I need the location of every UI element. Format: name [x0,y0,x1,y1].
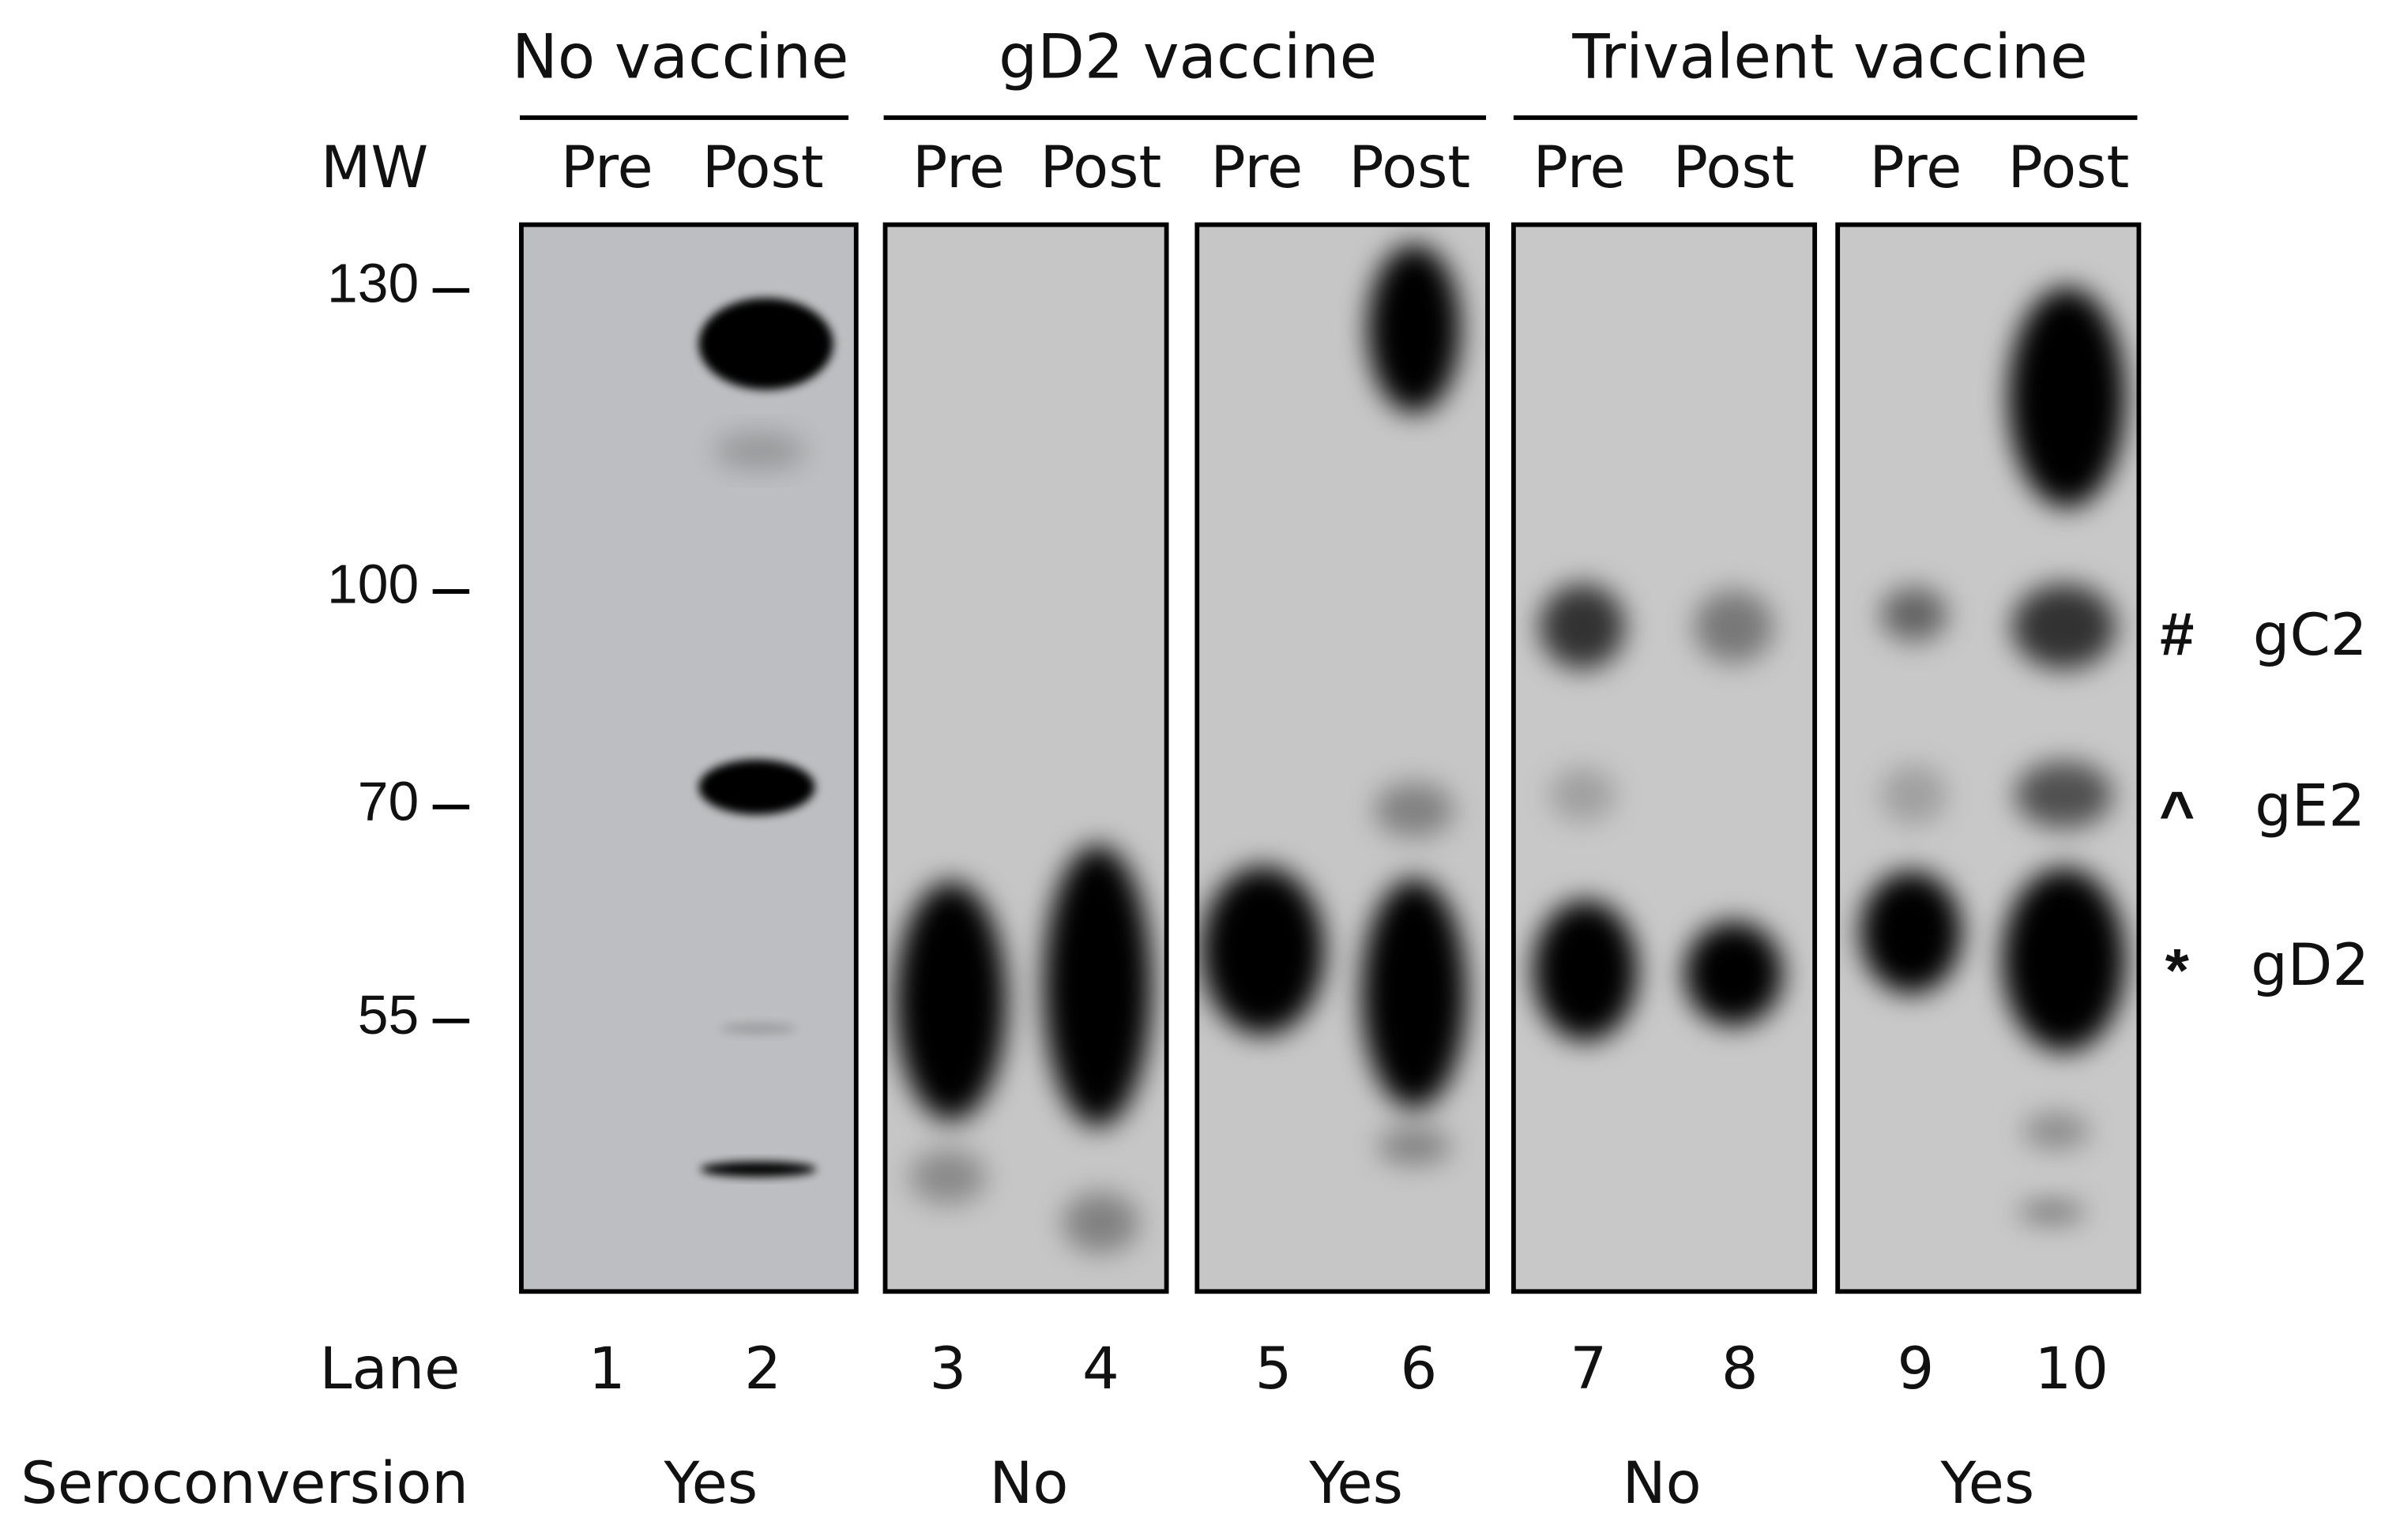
lane-number: 8 [1721,1335,1759,1403]
group-label: gD2 vaccine [999,21,1377,92]
timepoint: Pre [561,134,653,201]
seroconversion-value: Yes [1939,1450,2034,1517]
annotation-label: gD2 [2251,932,2369,999]
lane-number: 1 [589,1335,626,1403]
mw-marker: 55 [358,984,419,1046]
timepoint: Post [1349,134,1470,201]
mw-marker: 70 [358,770,419,832]
lane-number: 2 [744,1335,781,1403]
timepoint: Pre [1869,134,1962,201]
lane-number: 9 [1897,1335,1934,1403]
seroconversion-value: No [989,1450,1068,1517]
timepoint: Pre [1210,134,1303,201]
lane-number: 5 [1255,1335,1292,1403]
lane-row-label: Lane [320,1335,461,1403]
timepoint: Post [1673,134,1795,201]
lane-number: 6 [1401,1335,1438,1403]
annotation-label: gE2 [2255,773,2365,840]
lane-number: 7 [1570,1335,1607,1403]
timepoint: Post [1040,134,1161,201]
seroconversion-row: Seroconversion Yes No Yes No Yes [21,1450,2034,1517]
seroconversion-value: No [1623,1450,1702,1517]
panel-frame [1511,222,1818,1294]
panel-frame [1194,222,1490,1294]
seroconversion-label: Seroconversion [21,1450,468,1517]
panel-frame [882,222,1169,1294]
blot-panel [885,224,1167,1292]
lane-row: Lane 1 2 3 4 5 6 7 8 9 10 [320,1335,2109,1403]
annotation-symbol: * [2165,937,2190,1005]
blot-panel [1513,224,1815,1292]
mw-label: MW [321,134,428,201]
seroconversion-value: Yes [664,1450,758,1517]
lane-number: 3 [929,1335,966,1403]
panel-frame [1835,222,2142,1294]
lane-number: 4 [1082,1335,1119,1403]
annotation-symbol: ^ [2159,779,2195,847]
annotation-label: gC2 [2253,602,2368,669]
mw-marker: 100 [327,553,419,614]
timepoint: Pre [1533,134,1626,201]
timepoint: Post [702,134,824,201]
seroconversion-value: Yes [1308,1450,1403,1517]
blot-panel [521,224,856,1292]
panel-frame [519,222,859,1294]
mw-markers: 130 100 70 55 [327,252,470,1046]
timepoint: Post [2007,134,2129,201]
annotation-symbol: # [2160,600,2194,668]
blot-panel [1838,224,2139,1292]
group-label: Trivalent vaccine [1571,21,2087,92]
timepoint-row: Pre Post Pre Post Pre Post Pre Post Pre … [561,134,2129,201]
timepoint: Pre [912,134,1005,201]
mw-marker: 130 [327,252,419,314]
band-annotations: # gC2 ^ gE2 * gD2 [2159,600,2369,1005]
lane-number: 10 [2034,1335,2109,1403]
group-label: No vaccine [512,21,848,92]
blot-panel [1197,224,1488,1292]
